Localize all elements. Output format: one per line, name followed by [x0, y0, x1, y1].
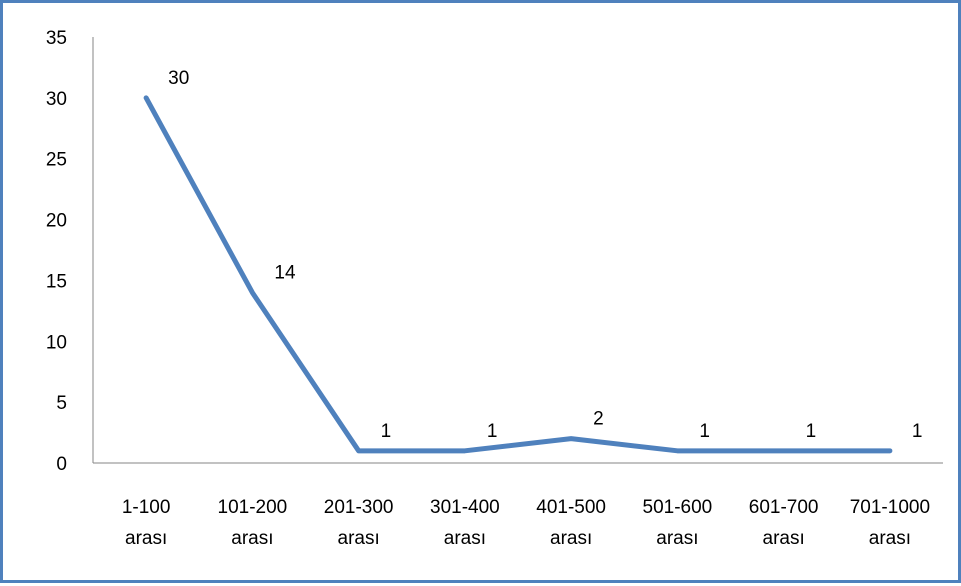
- x-category-label: 601-700 arası: [749, 497, 819, 549]
- data-label: 2: [593, 409, 604, 430]
- x-category-label-line: 701-1000: [850, 497, 930, 518]
- x-category-label-line: arası: [869, 528, 911, 549]
- y-tick-label: 25: [46, 150, 67, 171]
- data-label: 1: [912, 421, 923, 442]
- x-category-label: 1-100 arası: [122, 497, 171, 549]
- x-category-label-line: 501-600: [643, 497, 713, 518]
- y-tick-label: 15: [46, 271, 67, 292]
- chart-axes: [92, 37, 943, 464]
- x-category-label-line: arası: [656, 528, 698, 549]
- y-tick-label: 5: [56, 393, 67, 414]
- data-labels: 30 14 1 1 2 1 1 1: [168, 68, 922, 442]
- x-category-label-line: arası: [550, 528, 592, 549]
- x-category-label: 301-400 arası: [430, 497, 500, 549]
- x-category-label-line: arası: [444, 528, 486, 549]
- y-tick-label: 35: [46, 28, 67, 49]
- x-category-label-line: arası: [763, 528, 805, 549]
- x-category-label-line: arası: [338, 528, 380, 549]
- x-category-label-line: arası: [231, 528, 273, 549]
- series-line: [143, 95, 893, 454]
- x-category-label-line: 101-200: [218, 497, 288, 518]
- x-category-label-line: 601-700: [749, 497, 819, 518]
- x-category-label: 701-1000 arası: [850, 497, 930, 549]
- data-label: 1: [699, 421, 710, 442]
- data-label: 1: [487, 421, 498, 442]
- x-category-label: 201-300 arası: [324, 497, 394, 549]
- data-label: 1: [806, 421, 817, 442]
- x-category-label: 101-200 arası: [218, 497, 288, 549]
- data-label: 30: [168, 68, 189, 89]
- x-category-label-line: 1-100: [122, 497, 171, 518]
- y-axis-ticks: 0 5 10 15 20 25 30 35: [46, 28, 67, 475]
- y-tick-label: 0: [56, 454, 67, 475]
- x-category-label: 401-500 arası: [536, 497, 606, 549]
- series-group: [143, 95, 893, 454]
- data-label: 1: [381, 421, 392, 442]
- x-category-label: 501-600 arası: [643, 497, 713, 549]
- x-category-label-line: arası: [125, 528, 167, 549]
- x-category-label-line: 201-300: [324, 497, 394, 518]
- y-tick-label: 30: [46, 89, 67, 110]
- x-category-label-line: 301-400: [430, 497, 500, 518]
- y-tick-label: 10: [46, 332, 67, 353]
- y-tick-label: 20: [46, 211, 67, 232]
- x-category-label-line: 401-500: [536, 497, 606, 518]
- data-label: 14: [274, 263, 296, 284]
